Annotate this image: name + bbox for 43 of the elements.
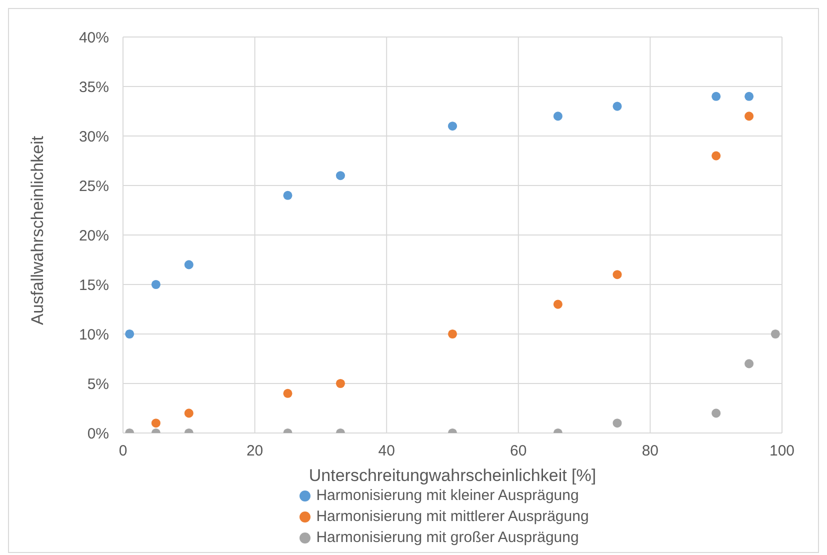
x-tick-label: 0 [118, 442, 128, 460]
x-tick-label: 40 [378, 442, 395, 460]
point [336, 171, 345, 180]
point [184, 408, 194, 418]
y-tick-label: 30% [78, 128, 109, 146]
legend-label: Harmonisierung mit mittlerer Ausprägung [316, 508, 589, 525]
legend-label: Harmonisierung mit kleiner Ausprägung [316, 487, 579, 504]
point [712, 92, 721, 101]
x-tick-label: 60 [510, 442, 527, 460]
point [744, 92, 754, 101]
x-tick-label: 20 [246, 442, 264, 460]
point [612, 102, 622, 111]
point [612, 418, 622, 428]
y-tick-label: 35% [78, 78, 109, 96]
y-tick-label: 25% [78, 178, 109, 195]
x-axis-title: Unterschreitungwahrscheinlichkeit [%] [308, 466, 596, 485]
point [712, 151, 721, 160]
point [151, 280, 160, 290]
x-tick-label: 80 [642, 442, 659, 460]
point [184, 260, 194, 270]
point [770, 329, 780, 339]
point [448, 329, 458, 339]
point [612, 270, 622, 280]
point [283, 190, 292, 200]
x-tick-label: 100 [769, 442, 795, 460]
point [553, 112, 562, 121]
point [553, 300, 562, 309]
point [336, 378, 345, 388]
y-tick-label: 15% [78, 276, 109, 294]
point [744, 112, 754, 121]
point [125, 329, 134, 339]
point [712, 408, 721, 418]
point [744, 359, 754, 368]
point [283, 388, 292, 398]
legend-label: Harmonisierung mit großer Ausprägung [316, 529, 579, 546]
y-tick-label: 10% [78, 326, 109, 344]
y-tick-label: 5% [87, 376, 109, 393]
y-tick-label: 20% [78, 227, 109, 244]
y-axis-title: Ausfallwahrscheinlichkeit [28, 136, 48, 325]
y-tick-label: 40% [78, 29, 109, 46]
y-tick-label: 0% [87, 425, 109, 442]
point [151, 418, 160, 428]
point [448, 122, 458, 131]
